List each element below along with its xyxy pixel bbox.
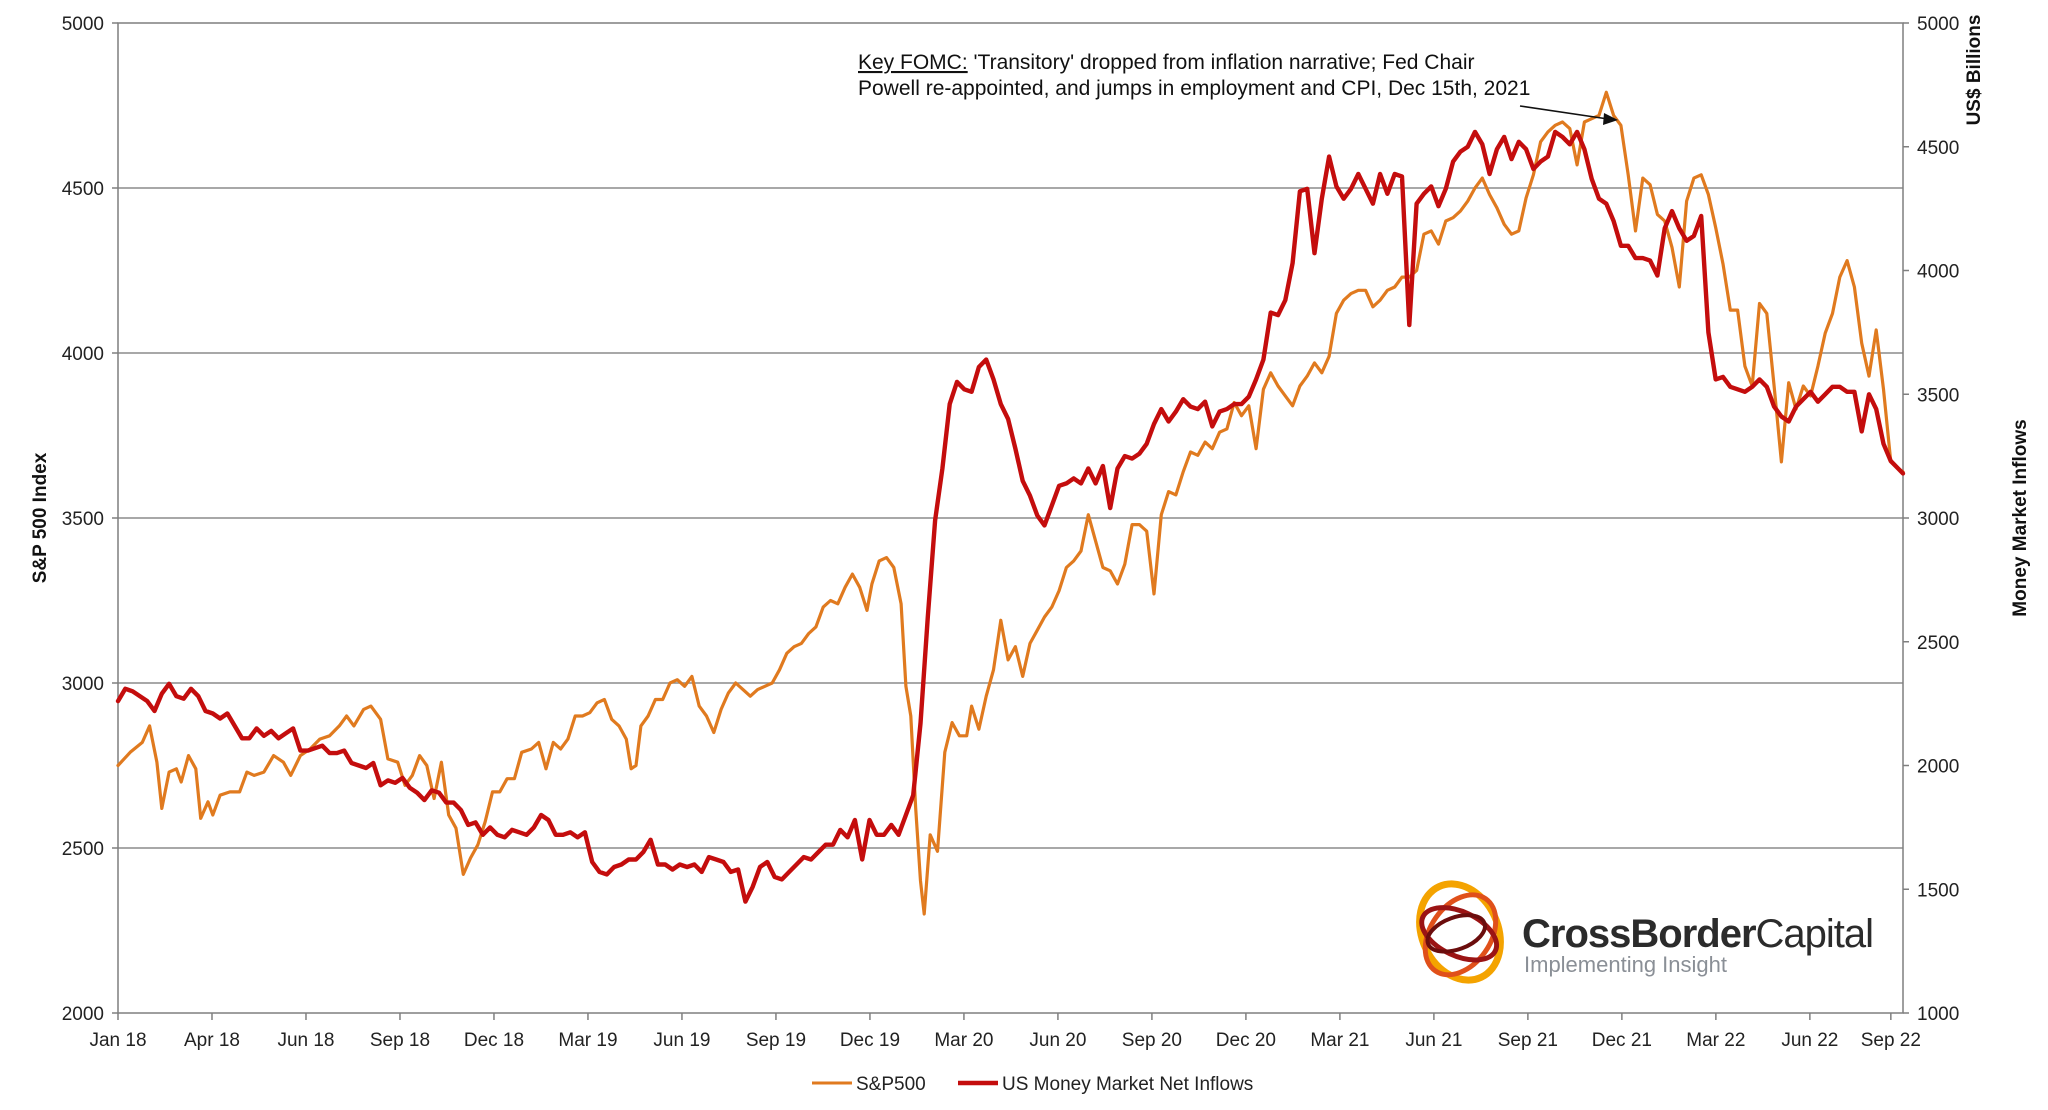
x-axis: Jan 18 Apr 18 Jun 18 Sep 18 Dec 18 Mar 19 Jun … xyxy=(89,1013,1921,1051)
logo-swirl-icon xyxy=(1416,880,1504,984)
left-tick-label: 3500 xyxy=(62,509,104,530)
x-tick-label: Sep 19 xyxy=(746,1030,806,1051)
left-tick-label: 3000 xyxy=(62,674,104,695)
x-tick-label: Mar 20 xyxy=(934,1030,993,1051)
x-tick-label: Apr 18 xyxy=(184,1030,240,1051)
series-layer xyxy=(115,90,1906,916)
left-axis-title: S&P 500 Index xyxy=(30,452,51,583)
legend-label-sp500: S&P500 xyxy=(856,1074,926,1095)
right-axis-title: Money Market Inflows xyxy=(2010,419,2031,616)
x-tick-label: Dec 18 xyxy=(464,1030,524,1051)
right-tick-label: 3000 xyxy=(1917,509,1959,530)
left-tick-label: 4500 xyxy=(62,179,104,200)
x-tick-label: Jun 19 xyxy=(653,1030,710,1051)
x-tick-label: Sep 20 xyxy=(1122,1030,1182,1051)
x-tick-label: Dec 20 xyxy=(1216,1030,1276,1051)
left-tick-label: 2500 xyxy=(62,839,104,860)
annotation-line1-text: 'Transitory' dropped from inflation narr… xyxy=(968,51,1475,74)
annotation-arrow-line xyxy=(1519,105,1609,120)
annotation-arrow-head xyxy=(1603,113,1618,125)
right-tick-label: 1500 xyxy=(1917,880,1959,901)
right-tick-label: 5000 xyxy=(1917,14,1959,35)
x-tick-label: Jun 18 xyxy=(277,1030,334,1051)
x-tick-label: Jun 22 xyxy=(1781,1030,1838,1051)
logo-wordmark: CrossBorderCapital xyxy=(1522,912,1873,956)
grid xyxy=(118,187,1903,849)
left-tick-label: 5000 xyxy=(62,14,104,35)
series-line-money-market xyxy=(115,129,1906,904)
right-tick-label: 1000 xyxy=(1917,1004,1959,1025)
left-tick-label: 4000 xyxy=(62,344,104,365)
legend-label-mm: US Money Market Net Inflows xyxy=(1002,1074,1253,1095)
right-axis: 1000 1500 2000 2500 3000 3500 4000 4500 5000 xyxy=(1903,14,1959,1025)
series-line-sp500 xyxy=(116,90,1905,916)
logo-brand-light: Capital xyxy=(1756,912,1874,956)
x-tick-label: Dec 19 xyxy=(840,1030,900,1051)
x-tick-label: Sep 22 xyxy=(1861,1030,1921,1051)
x-tick-label: Mar 22 xyxy=(1686,1030,1745,1051)
right-tick-label: 4500 xyxy=(1917,138,1959,159)
x-tick-label: Sep 21 xyxy=(1498,1030,1558,1051)
right-tick-label: 2500 xyxy=(1917,633,1959,654)
logo: CrossBorderCapital Implementing Insight xyxy=(1416,880,1874,984)
x-tick-label: Mar 21 xyxy=(1310,1030,1369,1051)
annotation-line2: Powell re-appointed, and jumps in employ… xyxy=(858,77,1530,100)
x-tick-label: Jun 20 xyxy=(1029,1030,1086,1051)
left-tick-label: 2000 xyxy=(62,1004,104,1025)
x-tick-label: Mar 19 xyxy=(558,1030,617,1051)
logo-brand-bold: CrossBorder xyxy=(1522,912,1756,956)
legend: S&P500 US Money Market Net Inflows xyxy=(812,1074,1253,1095)
right-axis-unit: US$ Billions xyxy=(1964,15,1985,126)
right-tick-label: 2000 xyxy=(1917,757,1959,778)
right-tick-label: 4000 xyxy=(1917,262,1959,283)
annotation-line1: Key FOMC: 'Transitory' dropped from infl… xyxy=(858,51,1474,74)
x-tick-label: Dec 21 xyxy=(1592,1030,1652,1051)
annotation-underlined: Key FOMC: xyxy=(858,51,968,74)
annotation: Key FOMC: 'Transitory' dropped from infl… xyxy=(858,51,1618,125)
x-tick-label: Jun 21 xyxy=(1405,1030,1462,1051)
x-tick-label: Jan 18 xyxy=(89,1030,146,1051)
right-tick-label: 3500 xyxy=(1917,385,1959,406)
left-axis: 2000 2500 3000 3500 4000 4500 5000 xyxy=(62,14,118,1025)
logo-tagline: Implementing Insight xyxy=(1524,952,1727,977)
x-tick-label: Sep 18 xyxy=(370,1030,430,1051)
